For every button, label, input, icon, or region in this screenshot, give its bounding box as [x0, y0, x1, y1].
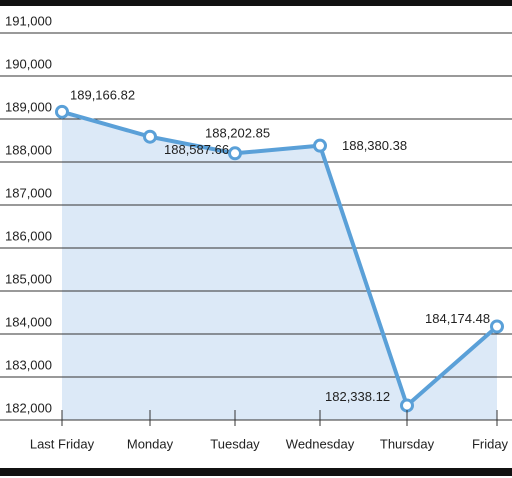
point	[228, 146, 242, 161]
top-bar	[0, 0, 512, 6]
y-tick-label: 187,000	[5, 185, 52, 200]
x-tick-label: Thursday	[380, 436, 435, 451]
data-label: 189,166.82	[70, 87, 135, 102]
y-tick-label: 189,000	[5, 99, 52, 114]
x-tick-label: Tuesday	[210, 436, 260, 451]
point	[490, 319, 504, 334]
point	[143, 129, 157, 144]
x-tick-label: Friday	[472, 436, 509, 451]
area	[62, 111, 497, 421]
y-tick-label: 190,000	[5, 56, 52, 71]
data-label: 188,202.85	[205, 126, 270, 141]
x-tick-label: Last Friday	[30, 436, 95, 451]
y-tick-label: 185,000	[5, 271, 52, 286]
y-tick-label: 191,000	[5, 13, 52, 28]
y-tick-label: 183,000	[5, 357, 52, 372]
y-tick-label: 188,000	[5, 142, 52, 157]
plot-background	[62, 111, 497, 421]
line	[61, 109, 499, 408]
data-label: 188,380.38	[342, 138, 407, 153]
data-label: 188,587.66	[164, 142, 229, 157]
x-tick-label: Monday	[127, 436, 174, 451]
bottom-bar	[0, 468, 512, 476]
data-label: 182,338.12	[325, 389, 390, 404]
x-tick-label: Wednesday	[286, 436, 355, 451]
grid	[0, 32, 512, 421]
point	[400, 398, 414, 413]
y-tick-label: 184,000	[5, 314, 52, 329]
data-label: 184,174.48	[425, 311, 490, 326]
point	[55, 104, 69, 119]
y-tick-label: 186,000	[5, 228, 52, 243]
point	[313, 138, 327, 153]
y-tick-label: 182,000	[5, 400, 52, 415]
